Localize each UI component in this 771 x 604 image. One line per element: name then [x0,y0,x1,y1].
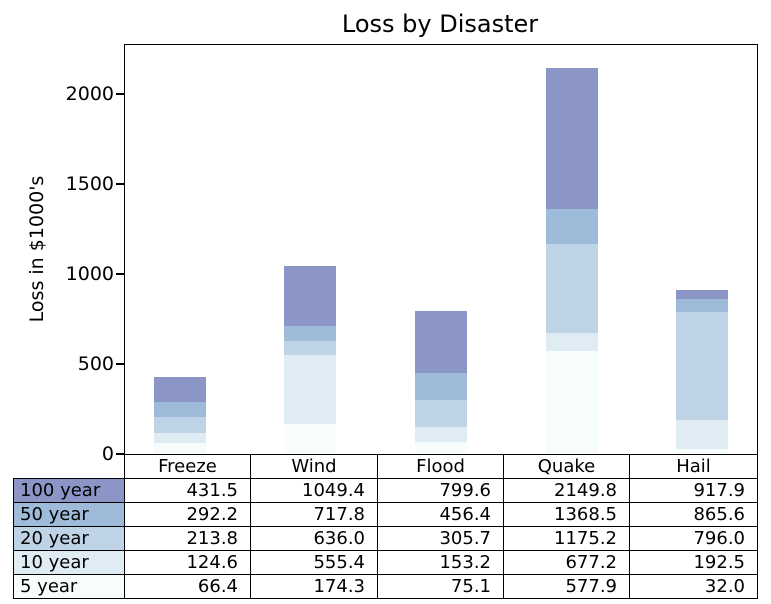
y-tick-mark [116,93,124,95]
y-tick-mark [116,273,124,275]
table-column-header: Flood [377,454,504,479]
table-body: 100 year 431.5 1049.4 799.6 2149.8 917.9 50 ye… [13,478,758,599]
row-label-cell: 100 year [13,478,125,503]
y-tick-mark [116,183,124,185]
value-cell: 717.8 [250,502,378,527]
value-cell: 431.5 [124,478,251,503]
value-cell: 2149.8 [503,478,630,503]
value-cell: 1368.5 [503,502,630,527]
table-header: Freeze Wind Flood Quake Hail [14,454,758,479]
value-cell: 1049.4 [250,478,378,503]
value-cell: 796.0 [629,526,758,551]
table-row: 10 year 124.6 555.4 153.2 677.2 192.5 [13,550,758,575]
value-cell: 1175.2 [503,526,630,551]
chart-title: Loss by Disaster [341,10,539,38]
data-table: Freeze Wind Flood Quake Hail 100 year 431.5 10… [13,454,758,599]
bar-segment [414,441,468,455]
value-cell: 292.2 [124,502,251,527]
plot-area [124,44,758,456]
value-cell: 917.9 [629,478,758,503]
value-cell: 865.6 [629,502,758,527]
bar-segment [545,351,598,455]
value-cell: 124.6 [124,550,251,575]
table-row: 20 year 213.8 636.0 305.7 1175.2 796.0 [13,526,758,551]
value-cell: 799.6 [377,478,504,503]
value-cell: 456.4 [377,502,504,527]
y-tick-label: 2000 [65,83,114,105]
y-tick-label: 0 [101,443,114,465]
bar-segment [153,443,206,455]
row-label-cell: 5 year [13,574,125,599]
bar-segment [676,449,729,455]
y-tick-label: 1000 [65,263,114,285]
table-row: 100 year 431.5 1049.4 799.6 2149.8 917.9 [13,478,758,503]
value-cell: 577.9 [503,574,630,599]
table-corner-cell [14,455,125,479]
value-cell: 32.0 [629,574,758,599]
value-cell: 174.3 [250,574,378,599]
value-cell: 153.2 [377,550,504,575]
value-cell: 213.8 [124,526,251,551]
y-tick-mark [116,453,124,455]
table-column-header: Hail [629,454,758,479]
table-row: 50 year 292.2 717.8 456.4 1368.5 865.6 [13,502,758,527]
row-label-cell: 10 year [13,550,125,575]
y-tick-label: 1500 [65,173,114,195]
row-label-cell: 20 year [13,526,125,551]
value-cell: 555.4 [250,550,378,575]
row-label-cell: 50 year [13,502,125,527]
y-tick-mark [116,363,124,365]
y-axis-label: Loss in $1000's [26,175,48,323]
table-column-header: Freeze [124,454,251,479]
value-cell: 305.7 [377,526,504,551]
table-column-header: Wind [250,454,378,479]
bar-segment [284,423,337,455]
table-row: 5 year 66.4 174.3 75.1 577.9 32.0 [13,574,758,599]
y-tick-label: 500 [77,353,114,375]
value-cell: 636.0 [250,526,378,551]
value-cell: 75.1 [377,574,504,599]
table-column-header: Quake [503,454,630,479]
value-cell: 66.4 [124,574,251,599]
value-cell: 677.2 [503,550,630,575]
value-cell: 192.5 [629,550,758,575]
